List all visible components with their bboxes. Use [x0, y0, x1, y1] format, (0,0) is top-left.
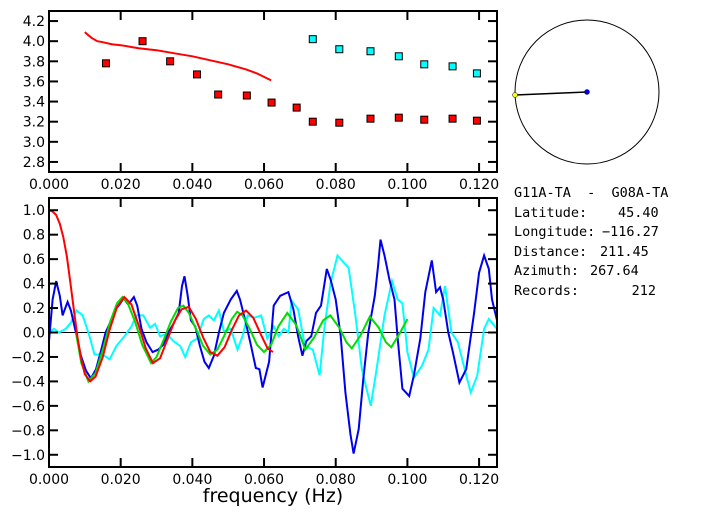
x-tick-label: 0.020 [101, 472, 141, 488]
velocity-chart: 0.000 0.020 0.040 0.060 0.080 0.100 0.120 2.8 3.… [23, 10, 499, 193]
velocity-point [366, 114, 375, 123]
y-tick-label: 1.0 [23, 203, 45, 219]
distance-value: 211.45 [600, 243, 649, 260]
distance-row: Distance: 211.45 [514, 243, 668, 263]
velocity-point [138, 37, 147, 46]
y-tick-label: 0.4 [23, 277, 45, 293]
velocity-point [472, 69, 481, 78]
y-tick-label: −0.4 [11, 374, 45, 390]
y-tick-label: 3.2 [23, 115, 45, 131]
y-tick-label: −0.2 [11, 350, 45, 366]
velocity-point [308, 117, 317, 126]
x-tick-label: 0.080 [316, 177, 356, 193]
x-tick-label: 0.040 [172, 472, 212, 488]
correlation-chart: 0.000 0.020 0.040 0.060 0.080 0.100 0.120 −1.0 −… [11, 197, 499, 507]
y-tick-label: 4.0 [23, 34, 45, 50]
correlation-series-line [49, 253, 497, 407]
velocity-point [394, 113, 403, 122]
y-tick-label: 3.0 [23, 135, 45, 151]
station-info-panel: G11A-TA - G08A-TA Latitude: 45.40 Longitu… [514, 184, 668, 302]
velocity-series-line [84, 31, 272, 82]
center-marker [584, 89, 590, 95]
records-label: Records: [514, 282, 580, 299]
velocity-point [394, 52, 403, 61]
x-tick-label: 0.080 [316, 472, 356, 488]
records-row: Records: 212 [514, 282, 668, 302]
x-tick-label: 0.100 [387, 177, 427, 193]
y-tick-label: −1.0 [11, 448, 45, 464]
azimuth-row: Azimuth: 267.64 [514, 262, 668, 282]
x-tick-label: 0.120 [459, 472, 499, 488]
velocity-point [472, 116, 481, 125]
azimuth-circle [514, 19, 660, 165]
y-tick-label: 3.6 [23, 74, 45, 90]
x-tick-label: 0.000 [29, 177, 69, 193]
longitude-value: −116.27 [602, 224, 659, 241]
velocity-point [292, 103, 301, 112]
x-tick-label: 0.120 [459, 177, 499, 193]
velocity-point [214, 90, 223, 99]
velocity-point [448, 114, 457, 123]
velocity-point [448, 62, 457, 71]
x-tick-label: 0.100 [387, 472, 427, 488]
velocity-point [101, 59, 110, 68]
longitude-label: Longitude: [514, 224, 596, 241]
y-tick-label: 3.8 [23, 54, 45, 70]
velocity-point [420, 115, 429, 124]
station-pair: G11A-TA - G08A-TA [514, 185, 669, 201]
station-marker [512, 92, 518, 98]
velocity-point [267, 98, 276, 107]
latitude-label: Latitude: [514, 204, 588, 221]
velocity-point [366, 47, 375, 56]
x-tick-label: 0.020 [101, 177, 141, 193]
velocity-point [242, 91, 251, 100]
correlation-series-line [49, 209, 274, 383]
y-tick-label: 2.8 [23, 155, 45, 171]
velocity-point [166, 57, 175, 66]
x-tick-label: 0.060 [244, 472, 284, 488]
y-tick-label: 0.6 [23, 252, 45, 268]
latitude-value: 45.40 [618, 204, 659, 221]
correlation-series-line [74, 295, 409, 384]
x-axis-label: frequency (Hz) [203, 485, 343, 507]
x-tick-label: 0.040 [172, 177, 212, 193]
y-tick-label: 0.2 [23, 301, 45, 317]
y-tick-label: 3.4 [23, 95, 45, 111]
records-value: 212 [631, 282, 656, 299]
x-tick-label: 0.000 [29, 472, 69, 488]
azimuth-line [515, 91, 588, 96]
velocity-frame [48, 10, 498, 173]
longitude-row: Longitude: −116.27 [514, 223, 668, 243]
velocity-point [420, 60, 429, 69]
y-tick-label: 0.0 [23, 326, 45, 342]
velocity-point [193, 70, 202, 79]
velocity-point [308, 35, 317, 44]
latitude-row: Latitude: 45.40 [514, 204, 668, 224]
azimuth-value: 267.64 [590, 263, 639, 280]
azimuth-dial [512, 19, 660, 165]
y-tick-label: −0.6 [11, 399, 45, 415]
y-tick-label: 4.2 [23, 14, 45, 30]
x-tick-label: 0.060 [244, 177, 284, 193]
y-tick-label: 0.8 [23, 228, 45, 244]
distance-label: Distance: [514, 243, 588, 260]
azimuth-label: Azimuth: [514, 263, 580, 280]
velocity-point [335, 118, 344, 127]
velocity-point [335, 45, 344, 54]
y-tick-label: −0.8 [11, 423, 45, 439]
